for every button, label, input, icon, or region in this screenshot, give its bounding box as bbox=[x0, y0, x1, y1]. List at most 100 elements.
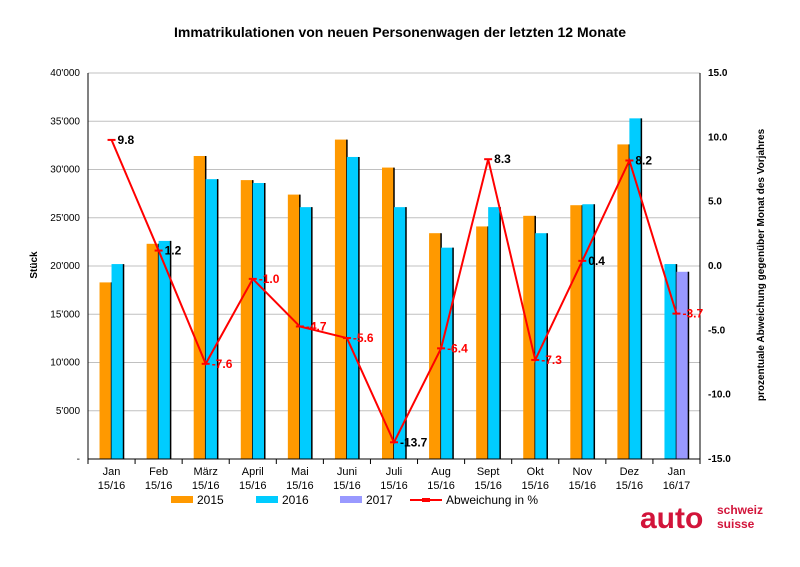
legend-label-2017: 2017 bbox=[366, 493, 393, 507]
bar-2016 bbox=[158, 240, 171, 459]
bar-2015 bbox=[146, 243, 159, 459]
category-period: 15/16 bbox=[569, 480, 597, 492]
category-month: Jan bbox=[668, 466, 686, 478]
category-period: 15/16 bbox=[474, 480, 502, 492]
y-tick-label: - bbox=[77, 454, 80, 465]
y-tick-label: 5'000 bbox=[56, 406, 81, 417]
axes bbox=[87, 73, 701, 464]
category-month: März bbox=[193, 466, 217, 478]
y-tick-label: 35'000 bbox=[50, 116, 80, 127]
deviation-label: 0.4 bbox=[588, 254, 605, 268]
category-month: Mai bbox=[291, 466, 309, 478]
auto-schweiz-logo: auto schweiz suisse bbox=[640, 502, 763, 535]
category-month: Jan bbox=[103, 466, 121, 478]
y2-tick-label: 15.0 bbox=[708, 68, 728, 79]
logo-word: auto bbox=[640, 502, 703, 535]
deviation-label: 1.2 bbox=[165, 244, 182, 258]
deviation-label: -1.0 bbox=[259, 272, 280, 286]
category-period: 15/16 bbox=[192, 480, 220, 492]
bar-2017 bbox=[676, 271, 689, 459]
bar-2015 bbox=[334, 139, 347, 459]
category-month: April bbox=[242, 466, 264, 478]
deviation-label: -5.6 bbox=[353, 331, 374, 345]
legend-label-2016: 2016 bbox=[282, 493, 309, 507]
y-tick-label: 25'000 bbox=[50, 213, 80, 224]
legend-label-2015: 2015 bbox=[197, 493, 224, 507]
category-period: 15/16 bbox=[333, 480, 361, 492]
left-axis-ticks: - 5'000 10'000 15'000 20'000 25'000 30'000 35'0… bbox=[50, 68, 80, 465]
category-labels: Jan 15/16 Feb 15/16 März 15/16 April 15/16 Mai 15… bbox=[98, 466, 690, 492]
category-month: Okt bbox=[527, 466, 544, 478]
bar-2015 bbox=[382, 167, 394, 459]
category-period: 15/16 bbox=[427, 480, 455, 492]
deviation-label: -7.6 bbox=[212, 357, 233, 371]
deviation-label: -13.7 bbox=[400, 435, 428, 449]
y-tick-label: 40'000 bbox=[50, 68, 80, 79]
legend: 2015 2016 2017 Abweichung in % bbox=[171, 493, 538, 507]
category-month: Juli bbox=[386, 466, 403, 478]
legend-swatch-2016 bbox=[256, 496, 278, 503]
logo-bottom: suisse bbox=[717, 517, 755, 531]
deviation-label: -4.7 bbox=[306, 319, 327, 333]
category-period: 15/16 bbox=[286, 480, 314, 492]
deviation-label: 8.2 bbox=[635, 153, 652, 167]
y2-tick-label: 0.0 bbox=[708, 261, 722, 272]
deviation-label: -7.3 bbox=[541, 353, 562, 367]
deviation-line bbox=[107, 138, 681, 445]
bar-2016 bbox=[346, 156, 359, 459]
category-period: 15/16 bbox=[380, 480, 408, 492]
bar-2015 bbox=[240, 180, 253, 460]
chart-title: Immatrikulationen von neuen Personenwage… bbox=[174, 24, 626, 40]
legend-swatch-2017 bbox=[340, 496, 362, 503]
bar-2016 bbox=[394, 207, 406, 459]
y-tick-label: 10'000 bbox=[50, 358, 80, 369]
deviation-labels: 9.8 1.2 -7.6 -1.0 -4.7 -5.6 -13.7 -6.4 8.3 -7.3 0.… bbox=[118, 133, 704, 449]
bar-2016 bbox=[252, 183, 265, 459]
category-period: 16/17 bbox=[663, 480, 691, 492]
category-month: Dez bbox=[620, 466, 640, 478]
legend-swatch-2015 bbox=[171, 496, 193, 503]
bar-2015 bbox=[570, 205, 583, 459]
category-period: 15/16 bbox=[616, 480, 644, 492]
y-axis-label: Stück bbox=[29, 251, 40, 279]
bar-2015 bbox=[287, 194, 300, 459]
category-period: 15/16 bbox=[239, 480, 267, 492]
category-period: 15/16 bbox=[521, 480, 549, 492]
y2-tick-label: 5.0 bbox=[708, 197, 722, 208]
deviation-label: 8.3 bbox=[494, 152, 511, 166]
bar-2016 bbox=[488, 207, 501, 459]
bar-2016 bbox=[111, 264, 124, 459]
y-tick-label: 20'000 bbox=[50, 261, 80, 272]
y2-tick-label: -5.0 bbox=[708, 325, 726, 336]
deviation-label: 9.8 bbox=[118, 133, 135, 147]
category-month: Feb bbox=[149, 466, 168, 478]
logo-top: schweiz bbox=[717, 503, 763, 517]
category-month: Juni bbox=[337, 466, 357, 478]
bar-2015 bbox=[617, 144, 630, 459]
y2-tick-label: -10.0 bbox=[708, 390, 731, 401]
bar-2016 bbox=[205, 179, 218, 459]
y2-tick-label: -15.0 bbox=[708, 454, 731, 465]
category-period: 15/16 bbox=[145, 480, 173, 492]
bar-2015 bbox=[193, 155, 206, 460]
bar-2015 bbox=[99, 282, 112, 459]
category-month: Nov bbox=[573, 466, 593, 478]
bar-2016 bbox=[441, 247, 454, 459]
category-period: 15/16 bbox=[98, 480, 126, 492]
bar-2016 bbox=[629, 118, 642, 459]
bar-2015 bbox=[476, 226, 489, 459]
right-axis-ticks: -15.0 -10.0 -5.0 0.0 5.0 10.0 15.0 bbox=[708, 68, 731, 465]
category-month: Aug bbox=[431, 466, 451, 478]
y-tick-label: 15'000 bbox=[50, 309, 80, 320]
deviation-label: -6.4 bbox=[447, 341, 468, 355]
deviation-label: -3.7 bbox=[682, 307, 703, 321]
legend-label-deviation: Abweichung in % bbox=[446, 493, 538, 507]
category-month: Sept bbox=[477, 466, 500, 478]
bars bbox=[99, 118, 690, 460]
bar-2016 bbox=[299, 207, 312, 459]
y-tick-label: 30'000 bbox=[50, 165, 80, 176]
y2-tick-label: 10.0 bbox=[708, 132, 728, 143]
bar-2016 bbox=[582, 204, 595, 459]
bar-2015 bbox=[429, 233, 442, 459]
